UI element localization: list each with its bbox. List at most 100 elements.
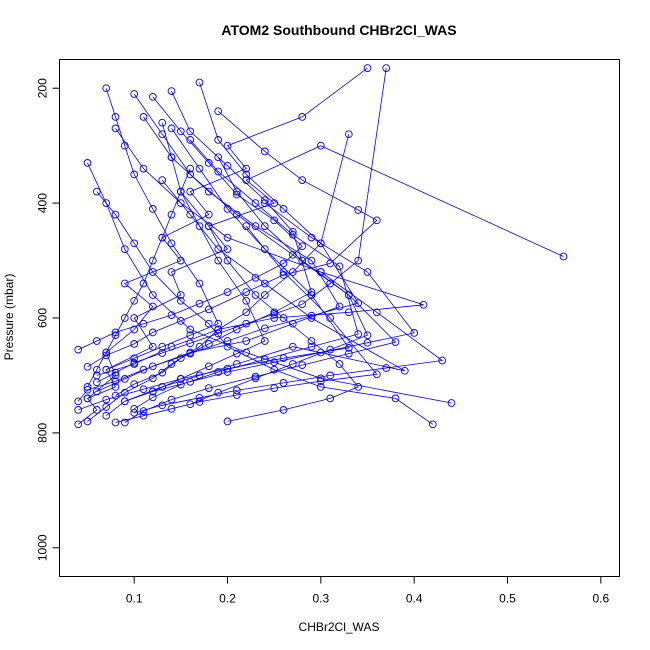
data-point <box>167 153 176 162</box>
data-point <box>288 360 297 368</box>
data-point <box>139 385 148 394</box>
data-point <box>111 210 120 219</box>
data-point <box>167 360 176 368</box>
data-point <box>354 383 363 391</box>
data-point <box>260 199 269 207</box>
data-point <box>372 370 381 379</box>
data-point <box>186 339 195 348</box>
data-point <box>204 319 213 328</box>
data-point <box>111 418 120 427</box>
data-point <box>223 417 232 426</box>
data-point <box>158 368 167 377</box>
data-point <box>251 273 260 282</box>
data-point <box>242 308 251 317</box>
data-point <box>214 388 223 397</box>
data-point <box>316 383 325 391</box>
data-point <box>372 216 381 225</box>
data-point <box>335 302 344 311</box>
data-point <box>111 368 120 377</box>
data-point <box>102 395 111 404</box>
x-tick-label: 0.6 <box>592 592 609 606</box>
series-line-6 <box>77 116 341 402</box>
data-point <box>148 302 157 311</box>
data-point <box>167 404 176 413</box>
data-point <box>148 92 157 101</box>
data-point <box>214 107 223 116</box>
data-point <box>242 164 251 173</box>
y-tick-label: 400 <box>36 193 50 213</box>
data-point <box>223 342 232 351</box>
data-point <box>223 233 232 242</box>
data-point <box>232 391 241 399</box>
x-tick-label: 0.1 <box>126 592 143 606</box>
data-point <box>92 187 101 196</box>
data-point <box>400 366 409 375</box>
data-point <box>214 153 223 162</box>
data-point <box>83 417 92 426</box>
data-point <box>363 268 372 276</box>
data-point <box>176 187 185 196</box>
data-point <box>270 314 279 322</box>
data-point <box>270 358 279 367</box>
data-point <box>326 394 335 403</box>
series-line-17 <box>190 157 369 405</box>
data-point <box>288 319 297 328</box>
data-point <box>74 345 83 354</box>
data-point <box>251 199 260 207</box>
data-point <box>307 291 316 299</box>
data-point <box>288 230 297 239</box>
data-point <box>316 377 325 386</box>
data-point <box>260 324 269 333</box>
data-point <box>214 167 223 176</box>
data-point <box>186 331 195 340</box>
series-line-9 <box>96 82 359 392</box>
data-point <box>74 420 83 429</box>
data-point <box>158 176 167 184</box>
data-point <box>120 141 129 150</box>
data-point <box>204 210 213 219</box>
series-line-1 <box>87 145 564 399</box>
data-point <box>204 340 213 348</box>
data-point <box>242 288 251 296</box>
data-point <box>335 360 344 368</box>
data-point <box>391 338 400 346</box>
data-point <box>148 374 157 383</box>
data-point <box>195 393 204 402</box>
series-line-15 <box>105 88 219 371</box>
data-point <box>158 233 167 242</box>
data-point <box>74 406 83 414</box>
data-point <box>167 239 176 248</box>
y-axis: 200 400 600 800 1000 <box>36 78 60 561</box>
data-point <box>214 368 223 376</box>
data-point <box>195 398 204 406</box>
data-point <box>83 383 92 391</box>
data-point <box>232 386 241 395</box>
data-point <box>204 384 213 392</box>
data-point <box>83 159 92 167</box>
data-point <box>167 87 176 95</box>
data-point <box>102 403 111 411</box>
data-point <box>195 164 204 173</box>
data-point <box>130 404 139 413</box>
data-point <box>298 242 307 251</box>
data-point <box>279 268 288 276</box>
data-point <box>176 317 185 325</box>
data-point <box>354 256 363 265</box>
data-point <box>158 349 167 357</box>
data-point <box>148 342 157 351</box>
data-point <box>102 411 111 420</box>
data-point <box>120 397 129 406</box>
data-point <box>223 337 232 345</box>
data-point <box>102 365 111 374</box>
data-point <box>102 199 111 207</box>
data-point <box>382 364 391 372</box>
data-point <box>92 365 101 374</box>
data-point <box>307 337 316 345</box>
y-axis-label: Pressure (mbar) <box>2 274 16 361</box>
data-point <box>214 319 223 328</box>
data-point <box>242 296 251 305</box>
data-point <box>363 64 372 72</box>
data-point <box>316 374 325 383</box>
data-point <box>279 406 288 414</box>
data-point <box>316 239 325 248</box>
